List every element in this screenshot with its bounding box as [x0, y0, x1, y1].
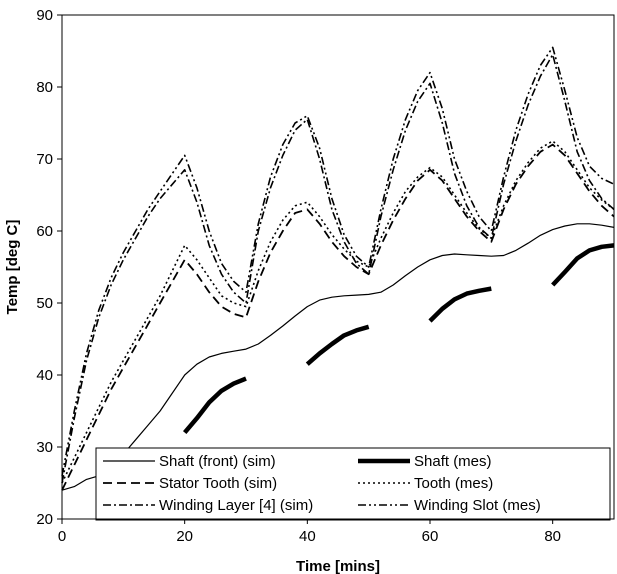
plot-frame — [61, 14, 615, 520]
legend-box — [95, 447, 611, 521]
y-tick-label: 30 — [36, 439, 53, 456]
x-tick-label: 40 — [299, 528, 316, 545]
legend-label-winding-layer-4-sim: Winding Layer [4] (sim) — [159, 497, 313, 514]
legend-label-stator-tooth-sim: Stator Tooth (sim) — [159, 475, 277, 492]
legend-label-tooth-mes: Tooth (mes) — [414, 475, 493, 492]
x-tick-label: 20 — [176, 528, 193, 545]
x-tick-label: 60 — [422, 528, 439, 545]
legend-label-shaft-mes: Shaft (mes) — [414, 453, 492, 470]
y-tick-label: 90 — [36, 7, 53, 24]
plot-lines — [61, 46, 615, 491]
legend-label-winding-slot-mes: Winding Slot (mes) — [414, 497, 541, 514]
series-line-shaft-front-sim — [61, 223, 615, 491]
series-line-shaft-mes — [182, 243, 615, 435]
series-line-stator-tooth-sim — [61, 143, 615, 491]
y-tick-label: 70 — [36, 151, 53, 168]
x-tick-label: 0 — [58, 528, 66, 545]
ticks: 0 20 40 60 80 20 30 40 50 60 70 80 90 — [36, 7, 561, 545]
y-axis-title: Temp [deg C] — [4, 220, 21, 315]
x-tick-label: 80 — [544, 528, 561, 545]
y-tick-label: 40 — [36, 367, 53, 384]
series-line-tooth-mes — [61, 140, 615, 484]
y-tick-label: 60 — [36, 223, 53, 240]
x-axis-title: Time [mins] — [296, 558, 380, 574]
series-line-winding-slot-mes — [61, 46, 615, 476]
legend-label-shaft-front-sim: Shaft (front) (sim) — [159, 453, 276, 470]
y-tick-label: 20 — [36, 511, 53, 528]
series-line-winding-layer-4-sim — [61, 53, 615, 484]
legend: Shaft (front) (sim) Shaft (mes) Stator Too… — [95, 447, 611, 521]
axes — [61, 14, 615, 520]
y-tick-label: 50 — [36, 295, 53, 312]
y-tick-label: 80 — [36, 79, 53, 96]
